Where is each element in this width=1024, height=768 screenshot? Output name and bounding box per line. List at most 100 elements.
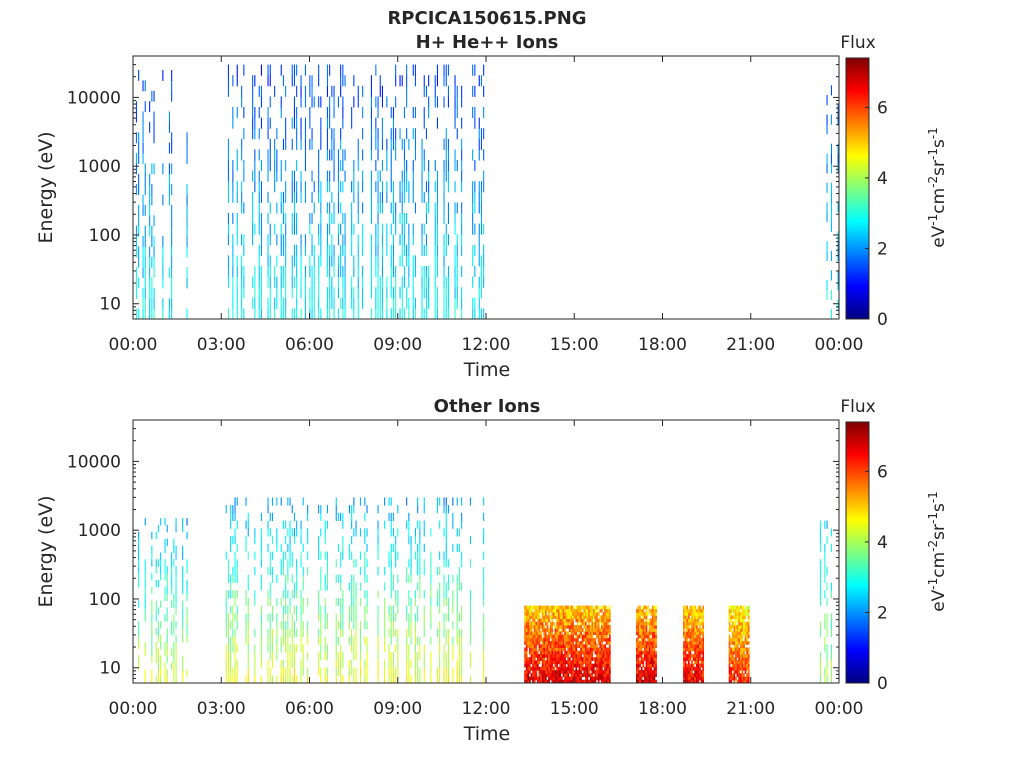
flux-cell (736, 666, 739, 671)
flux-cell (392, 234, 394, 246)
flux-cell (602, 673, 605, 677)
flux-cell (697, 621, 700, 626)
flux-cell (247, 644, 249, 653)
flux-cell (138, 142, 140, 154)
panel-title: H+ He++ Ions (416, 32, 559, 53)
flux-cell (546, 618, 549, 623)
flux-cell (733, 644, 736, 648)
flux-cell (535, 631, 538, 636)
flux-cell (269, 234, 271, 246)
flux-cell (443, 628, 445, 638)
flux-cell (252, 117, 254, 129)
flux-cell (530, 615, 533, 619)
flux-cell (747, 657, 750, 661)
flux-cell (741, 673, 744, 677)
flux-cell (577, 641, 579, 645)
flux-cell (565, 673, 568, 677)
flux-cell (269, 117, 271, 129)
flux-cell (739, 618, 742, 623)
flux-cell (637, 650, 640, 655)
flux-cell (171, 277, 173, 289)
flux-cell (537, 637, 539, 642)
flux-cell (580, 641, 582, 645)
data-segment (227, 64, 485, 320)
flux-cell (269, 75, 271, 87)
flux-cell (561, 647, 563, 652)
flux-cell (826, 124, 828, 135)
flux-cell (647, 660, 649, 665)
flux-cell (543, 612, 546, 616)
flux-cell (408, 528, 410, 537)
flux-cell (386, 191, 388, 203)
flux-cell (232, 266, 234, 278)
flux-cell (695, 637, 698, 642)
flux-cell (324, 636, 326, 645)
flux-cell (173, 545, 175, 553)
flux-cell (548, 637, 550, 642)
flux-cell (428, 287, 430, 299)
flux-cell (559, 666, 562, 671)
flux-cell (280, 223, 282, 235)
flux-cell (287, 659, 289, 668)
flux-cell (333, 149, 335, 161)
flux-cell (456, 628, 458, 638)
flux-cell (236, 497, 238, 506)
flux-cell (540, 637, 542, 642)
flux-cell (741, 631, 744, 636)
flux-cell (447, 170, 449, 182)
flux-cell (406, 675, 408, 684)
flux-cell (267, 266, 269, 278)
flux-cell (593, 657, 595, 661)
flux-cell (687, 634, 690, 639)
flux-cell (561, 615, 563, 619)
flux-cell (245, 536, 247, 545)
flux-cell (232, 628, 234, 638)
flux-cell (593, 637, 595, 642)
flux-cell (730, 637, 732, 642)
flux-cell (637, 663, 640, 668)
flux-cell (589, 637, 592, 642)
flux-cell (419, 520, 421, 529)
flux-cell (655, 670, 657, 674)
flux-cell (342, 613, 344, 622)
flux-cell (225, 597, 227, 607)
flux-cell (366, 559, 368, 568)
flux-cell (741, 621, 744, 626)
flux-cell (232, 181, 234, 193)
flux-cell (572, 657, 574, 661)
flux-cell (639, 634, 641, 639)
flux-cell (280, 244, 282, 256)
flux-cell (702, 612, 704, 616)
flux-cell (414, 613, 416, 622)
flux-cell (335, 621, 337, 630)
flux-cell (699, 673, 701, 677)
flux-cell (650, 631, 653, 636)
flux-cell (683, 654, 685, 658)
flux-cell (269, 667, 271, 676)
flux-cell (370, 138, 372, 150)
flux-cell (596, 618, 598, 623)
flux-cell (384, 636, 386, 645)
flux-cell (276, 170, 278, 182)
flux-cell (269, 551, 271, 560)
flux-cell (366, 597, 368, 607)
flux-cell (532, 647, 534, 652)
flux-cell (554, 647, 557, 652)
flux-cell (561, 666, 563, 671)
flux-cell (254, 181, 256, 193)
flux-cell (602, 634, 605, 639)
flux-cell (525, 634, 528, 639)
flux-cell (472, 213, 474, 225)
flux-cell (439, 621, 441, 630)
flux-cell (604, 657, 606, 661)
flux-cell (604, 647, 606, 652)
flux-cell (135, 101, 137, 113)
flux-cell (280, 170, 282, 182)
flux-cell (647, 634, 649, 639)
flux-cell (390, 605, 392, 614)
flux-cell (434, 223, 436, 235)
flux-cell (581, 634, 584, 639)
flux-cell (581, 650, 584, 655)
flux-cell (296, 605, 298, 614)
flux-cell (570, 654, 573, 658)
